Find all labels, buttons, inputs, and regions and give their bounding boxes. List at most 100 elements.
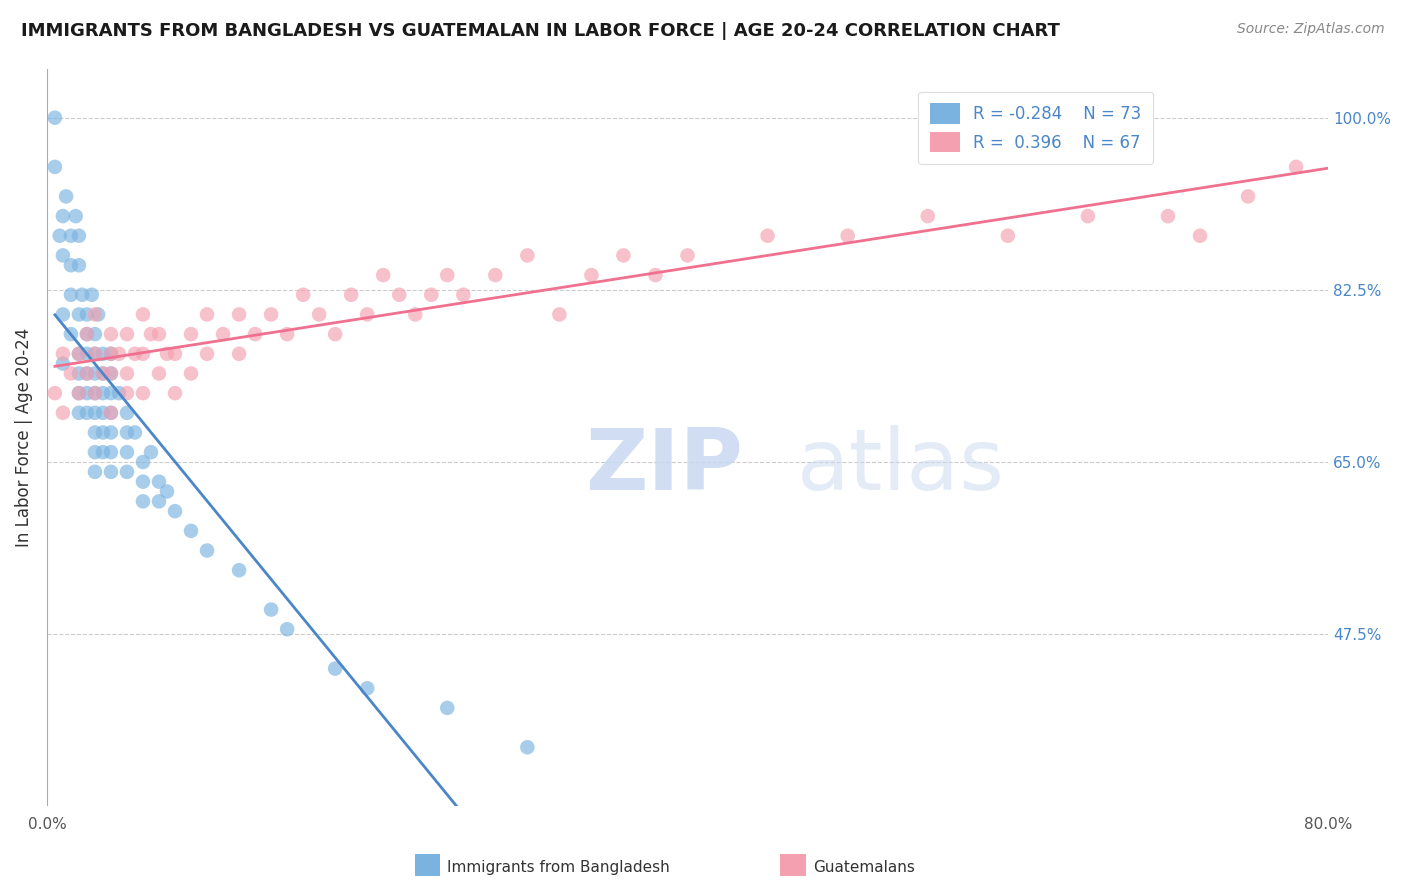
Point: [115, 425, 138, 440]
Point: [76, 327, 98, 342]
Point: [67, 228, 90, 243]
Point: [84, 406, 107, 420]
Point: [84, 445, 107, 459]
Point: [115, 445, 138, 459]
Point: [148, 367, 170, 381]
Point: [453, 287, 475, 301]
Point: [52, 406, 75, 420]
Point: [52, 308, 75, 322]
Point: [163, 504, 186, 518]
Point: [76, 386, 98, 401]
Point: [1285, 160, 1308, 174]
Point: [276, 327, 298, 342]
Point: [323, 327, 346, 342]
Point: [100, 445, 122, 459]
Point: [100, 347, 122, 361]
Point: [52, 248, 75, 262]
Point: [100, 406, 122, 420]
Point: [195, 543, 218, 558]
Text: ZIP: ZIP: [585, 425, 742, 508]
Point: [581, 268, 603, 282]
Point: [59, 258, 82, 272]
Point: [163, 386, 186, 401]
Point: [100, 347, 122, 361]
Point: [516, 248, 538, 262]
Point: [1077, 209, 1099, 223]
Point: [163, 347, 186, 361]
Y-axis label: In Labor Force | Age 20-24: In Labor Force | Age 20-24: [15, 327, 32, 547]
Point: [67, 347, 90, 361]
Point: [91, 367, 114, 381]
Legend: R = -0.284    N = 73, R =  0.396    N = 67: R = -0.284 N = 73, R = 0.396 N = 67: [918, 92, 1153, 164]
Point: [148, 327, 170, 342]
Point: [1237, 189, 1260, 203]
Point: [59, 367, 82, 381]
Point: [195, 308, 218, 322]
Point: [91, 347, 114, 361]
Point: [52, 347, 75, 361]
Point: [91, 445, 114, 459]
Point: [420, 287, 443, 301]
Text: IMMIGRANTS FROM BANGLADESH VS GUATEMALAN IN LABOR FORCE | AGE 20-24 CORRELATION : IMMIGRANTS FROM BANGLADESH VS GUATEMALAN…: [21, 22, 1060, 40]
Point: [132, 475, 155, 489]
Point: [70, 287, 93, 301]
Point: [388, 287, 411, 301]
Point: [67, 308, 90, 322]
Point: [100, 386, 122, 401]
Point: [44, 111, 66, 125]
Point: [139, 445, 162, 459]
Point: [91, 386, 114, 401]
Point: [676, 248, 699, 262]
Point: [84, 425, 107, 440]
Point: [997, 228, 1019, 243]
Point: [100, 367, 122, 381]
Point: [115, 406, 138, 420]
Point: [132, 386, 155, 401]
Point: [67, 347, 90, 361]
Point: [84, 367, 107, 381]
Point: [67, 386, 90, 401]
Point: [84, 347, 107, 361]
Point: [100, 367, 122, 381]
Point: [59, 228, 82, 243]
Point: [436, 701, 458, 715]
Point: [115, 386, 138, 401]
Point: [132, 494, 155, 508]
Point: [115, 367, 138, 381]
Point: [67, 406, 90, 420]
Point: [180, 524, 202, 538]
Point: [67, 258, 90, 272]
Point: [228, 563, 250, 577]
Point: [44, 386, 66, 401]
Point: [76, 406, 98, 420]
Text: Guatemalans: Guatemalans: [813, 861, 914, 875]
Point: [436, 268, 458, 282]
Point: [55, 189, 77, 203]
Point: [67, 367, 90, 381]
Point: [91, 367, 114, 381]
Point: [65, 209, 87, 223]
Point: [84, 347, 107, 361]
Point: [108, 347, 131, 361]
Point: [76, 327, 98, 342]
Text: Source: ZipAtlas.com: Source: ZipAtlas.com: [1237, 22, 1385, 37]
Point: [91, 406, 114, 420]
Point: [100, 406, 122, 420]
Point: [156, 484, 179, 499]
Point: [404, 308, 426, 322]
Point: [356, 681, 378, 696]
Point: [228, 308, 250, 322]
Point: [139, 327, 162, 342]
Point: [340, 287, 363, 301]
Point: [1188, 228, 1211, 243]
Point: [52, 209, 75, 223]
Point: [108, 386, 131, 401]
Point: [80, 287, 103, 301]
Point: [356, 308, 378, 322]
Point: [180, 327, 202, 342]
Point: [91, 425, 114, 440]
Point: [195, 347, 218, 361]
Point: [373, 268, 395, 282]
Text: Immigrants from Bangladesh: Immigrants from Bangladesh: [447, 861, 669, 875]
Point: [228, 347, 250, 361]
